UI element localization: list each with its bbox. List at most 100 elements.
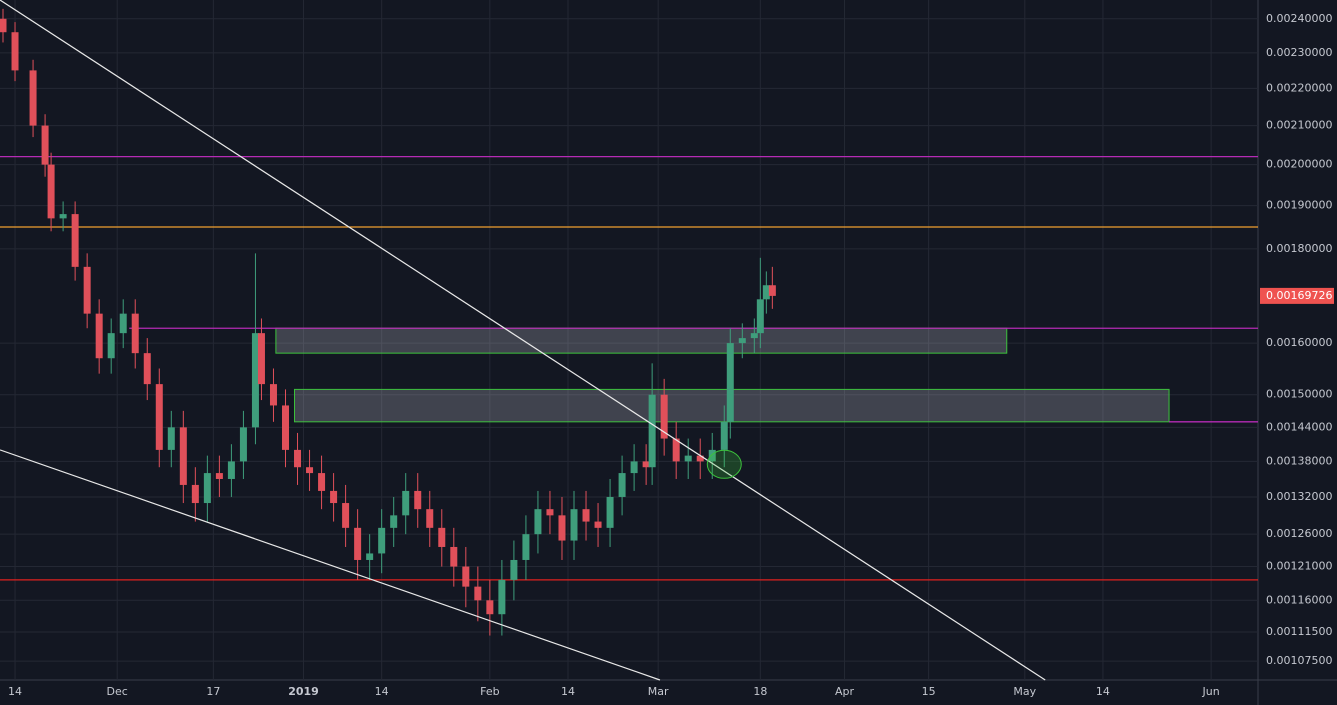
candle-body bbox=[450, 546, 458, 567]
x-tick-label: 14 bbox=[561, 685, 575, 698]
candle-body bbox=[119, 313, 127, 334]
candle-body bbox=[167, 427, 175, 450]
candle-body bbox=[354, 527, 362, 560]
x-tick-label: 18 bbox=[753, 685, 767, 698]
candle-body bbox=[143, 353, 151, 385]
candle-body bbox=[402, 490, 410, 516]
candle-body bbox=[486, 600, 494, 615]
candle-body bbox=[41, 125, 49, 165]
y-tick-label: 0.00138000 bbox=[1266, 454, 1332, 467]
candle-body bbox=[269, 384, 277, 406]
candle-body bbox=[582, 509, 590, 522]
candle-body bbox=[684, 455, 692, 462]
candle-body bbox=[558, 515, 566, 541]
y-tick-label: 0.00230000 bbox=[1266, 46, 1332, 59]
candle-body bbox=[95, 313, 103, 359]
candle-body bbox=[390, 515, 398, 528]
candle-body bbox=[71, 214, 79, 267]
candle-body bbox=[83, 266, 91, 314]
candle-body bbox=[131, 313, 139, 354]
trend-line bbox=[0, 0, 1046, 681]
candle-body bbox=[330, 490, 338, 504]
last-price-box bbox=[1260, 287, 1334, 304]
y-tick-label: 0.00150000 bbox=[1266, 388, 1332, 401]
candle-body bbox=[0, 18, 7, 33]
candle-body bbox=[179, 427, 187, 485]
candle-body bbox=[630, 461, 638, 474]
candle-body bbox=[306, 467, 314, 474]
candle-body bbox=[342, 503, 350, 528]
zone-box bbox=[275, 327, 1008, 354]
candle-body bbox=[29, 70, 37, 126]
x-tick-label: 17 bbox=[206, 685, 220, 698]
y-tick-label: 0.00220000 bbox=[1266, 81, 1332, 94]
candle-body bbox=[281, 405, 289, 450]
candle-body bbox=[474, 586, 482, 601]
candle-body bbox=[498, 579, 506, 615]
candle-body bbox=[726, 343, 734, 422]
x-tick-label: Jun bbox=[1202, 685, 1220, 698]
y-tick-label: 0.00160000 bbox=[1266, 336, 1332, 349]
y-tick-label: 0.00107500 bbox=[1266, 654, 1332, 667]
candle-body bbox=[720, 421, 728, 450]
x-tick-label: Apr bbox=[835, 685, 855, 698]
candle-body bbox=[366, 553, 374, 560]
candle-body bbox=[191, 484, 199, 504]
candle-body bbox=[227, 461, 235, 479]
candle-body bbox=[570, 509, 578, 541]
trend-line bbox=[0, 449, 661, 681]
candle-body bbox=[294, 449, 302, 468]
y-tick-label: 0.00210000 bbox=[1266, 119, 1332, 132]
y-tick-label: 0.00132000 bbox=[1266, 490, 1332, 503]
candle-body bbox=[606, 496, 614, 528]
y-tick-label: 0.00111500 bbox=[1266, 625, 1332, 638]
marker-ellipse bbox=[706, 449, 742, 479]
candle-body bbox=[426, 509, 434, 528]
x-tick-label: 14 bbox=[1096, 685, 1110, 698]
x-tick-label: 14 bbox=[375, 685, 389, 698]
candle-body bbox=[378, 527, 386, 554]
candle-body bbox=[750, 333, 758, 339]
candle-body bbox=[594, 521, 602, 528]
candle-body bbox=[696, 455, 704, 462]
y-tick-label: 0.00180000 bbox=[1266, 242, 1332, 255]
candle-body bbox=[768, 285, 776, 296]
x-tick-label: May bbox=[1013, 685, 1036, 698]
x-tick-label: 2019 bbox=[288, 685, 319, 698]
y-tick-label: 0.00240000 bbox=[1266, 12, 1332, 25]
candle-body bbox=[59, 214, 67, 219]
candle-body bbox=[239, 427, 247, 462]
candle-body bbox=[155, 384, 163, 450]
candle-body bbox=[708, 449, 716, 462]
candle-body bbox=[546, 509, 554, 516]
candle-body bbox=[251, 333, 259, 428]
candle-body bbox=[660, 394, 668, 439]
candle-body bbox=[672, 438, 680, 462]
candle-body bbox=[756, 299, 764, 334]
candle-body bbox=[618, 473, 626, 497]
x-tick-label: 15 bbox=[922, 685, 936, 698]
candle-body bbox=[522, 534, 530, 560]
candle-body bbox=[215, 473, 223, 479]
candle-body bbox=[318, 473, 326, 491]
candle-body bbox=[762, 285, 770, 300]
candle-body bbox=[510, 559, 518, 580]
y-tick-label: 0.00116000 bbox=[1266, 593, 1332, 606]
x-tick-label: 14 bbox=[8, 685, 22, 698]
candle-body bbox=[107, 333, 115, 359]
y-tick-label: 0.00144000 bbox=[1266, 420, 1332, 433]
candle-body bbox=[648, 394, 656, 468]
candle-body bbox=[203, 473, 211, 504]
y-tick-label: 0.00200000 bbox=[1266, 158, 1332, 171]
x-tick-label: Mar bbox=[648, 685, 669, 698]
candle-body bbox=[257, 333, 265, 385]
candle-body bbox=[534, 509, 542, 535]
candle-body bbox=[47, 164, 55, 219]
y-tick-label: 0.00126000 bbox=[1266, 527, 1332, 540]
candle-body bbox=[462, 566, 470, 587]
candle-body bbox=[642, 461, 650, 468]
candle-body bbox=[738, 338, 746, 344]
